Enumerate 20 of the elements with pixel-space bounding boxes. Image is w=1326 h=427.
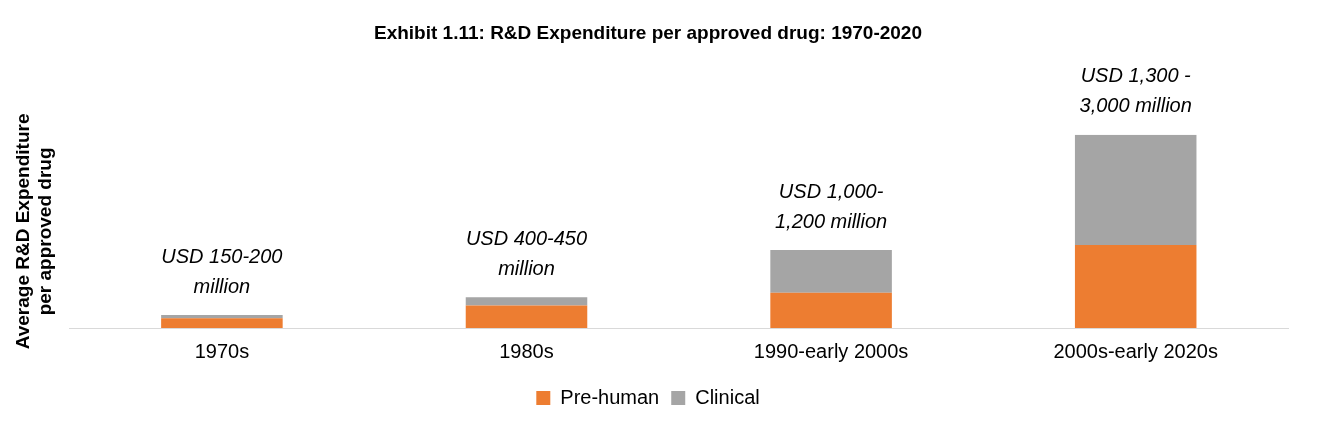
chart-title: Exhibit 1.11: R&D Expenditure per approved drug: 1970-2020	[374, 21, 922, 43]
bar	[465, 305, 588, 328]
bar	[1074, 245, 1197, 328]
legend-label: Clinical	[695, 385, 760, 408]
legend-label: Pre-human	[560, 385, 660, 408]
bar	[1074, 134, 1197, 246]
annotation: USD 150-200 million	[161, 244, 283, 297]
x-tick-label: 1970s	[194, 339, 250, 362]
x-tick-label: 2000s-early 2020s	[1053, 339, 1218, 362]
bar	[465, 297, 588, 306]
annotation: USD 400-450 million	[465, 226, 588, 279]
bar	[161, 315, 283, 319]
bar	[161, 318, 283, 328]
annotation: USD 1,000-1,200 million	[774, 179, 888, 232]
bar	[770, 292, 892, 328]
bar	[770, 249, 892, 293]
x-tick-label: 1990-early 2000s	[753, 339, 909, 362]
x-tick-label: 1980s	[499, 339, 554, 362]
y-axis-title: Average R&D Expenditure per approved drug	[11, 113, 56, 350]
text: USD 1,300 - 3,000 million	[1079, 64, 1192, 117]
